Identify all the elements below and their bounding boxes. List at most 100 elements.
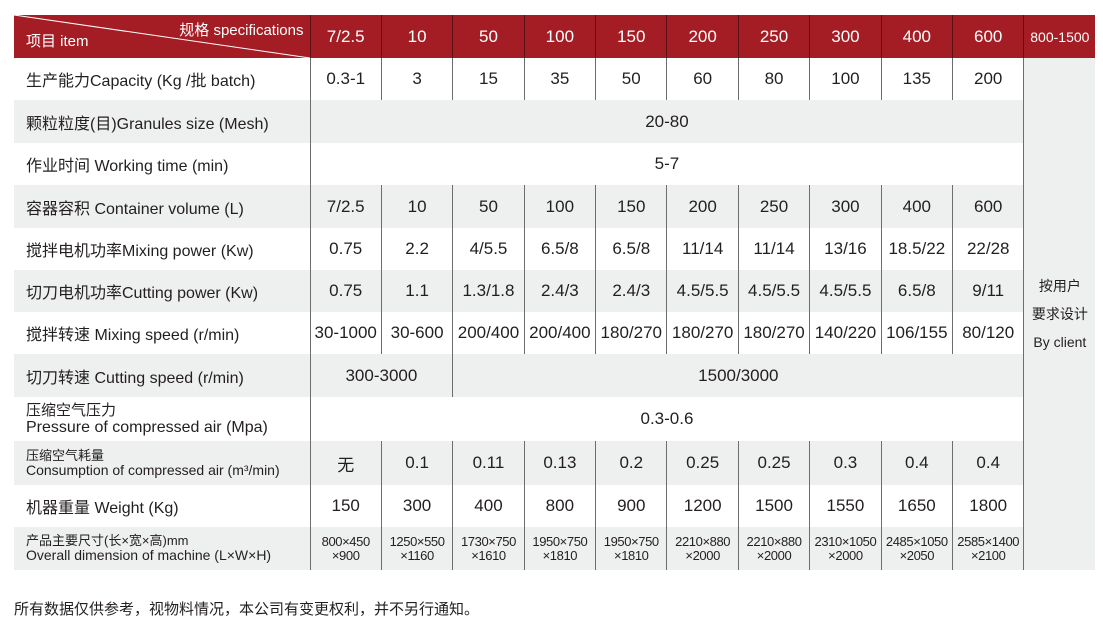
value-cell: 200 xyxy=(666,185,739,228)
value-cell: 1950×750 ×1810 xyxy=(595,527,667,570)
value-cell: 2210×880 ×2000 xyxy=(737,527,810,570)
custom-design-text: By client xyxy=(1033,334,1087,350)
value-cell: 0.11 xyxy=(452,441,525,485)
row-label: 切刀转速 Cutting speed (r/min) xyxy=(14,354,310,397)
row-label: 搅拌转速 Mixing speed (r/min) xyxy=(26,327,240,344)
value-cell: 0.13 xyxy=(523,441,596,485)
value-cell: 0.4 xyxy=(880,441,953,485)
value-cell: 无 xyxy=(309,441,382,485)
model-header: 150 xyxy=(595,15,667,58)
row-label-en: Overall dimension of machine (L×W×H) xyxy=(26,547,272,563)
value-cell: 1500 xyxy=(737,485,810,527)
model-header: 300 xyxy=(809,15,882,58)
value-cell: 200/400 xyxy=(523,312,596,354)
value-cell: 9/11 xyxy=(952,270,1024,312)
value-cell: 15 xyxy=(452,58,525,100)
spec-header-label: 规格 specifications xyxy=(179,22,304,39)
header-corner-cell: 规格 specifications 项目 item xyxy=(14,15,310,58)
value-cell: 900 xyxy=(595,485,667,527)
value-cell: 140/220 xyxy=(809,312,882,354)
model-header: 10 xyxy=(380,15,453,58)
table-row: 机器重量 Weight (Kg) 150 300 400 800 900 1200 1500 1… xyxy=(14,485,1095,527)
value-cell: 20-80 xyxy=(309,100,1024,143)
model-header: 50 xyxy=(452,15,525,58)
header-row: 规格 specifications 项目 item 7/2.5 10 50 100 15… xyxy=(14,15,1096,58)
value-cell: 1500/3000 xyxy=(452,354,1024,397)
value-cell: 150 xyxy=(309,485,382,527)
model-header: 200 xyxy=(666,15,739,58)
value-cell: 5-7 xyxy=(309,143,1024,185)
model-header: 100 xyxy=(523,15,596,58)
custom-design-text: 按用户 xyxy=(1038,278,1081,294)
table-row: 切刀转速 Cutting speed (r/min) 300-3000 1500/3… xyxy=(14,354,1095,397)
value-cell: 6.5/8 xyxy=(523,228,596,270)
footnote: 所有数据仅供参考，视物料情况，本公司有变更权利，并不另行通知。 xyxy=(14,601,480,618)
custom-design-cell: 按用户要求设计 By client xyxy=(1023,58,1096,570)
item-header-label: 项目 item xyxy=(26,33,89,50)
value-cell: 13/16 xyxy=(809,228,882,270)
value-cell: 11/14 xyxy=(737,228,810,270)
value-cell: 0.2 xyxy=(595,441,667,485)
value-cell: 0.25 xyxy=(737,441,810,485)
value-cell: 200 xyxy=(952,58,1024,100)
row-label-en: Pressure of compressed air (Mpa) xyxy=(26,418,268,436)
value-cell: 0.3-1 xyxy=(309,58,382,100)
value-cell: 30-600 xyxy=(380,312,453,354)
value-cell: 800×450 ×900 xyxy=(309,527,382,570)
value-cell: 1550 xyxy=(809,485,882,527)
value-cell: 180/270 xyxy=(666,312,739,354)
value-cell: 2485×1050 ×2050 xyxy=(880,527,953,570)
value-cell: 80/120 xyxy=(952,312,1024,354)
model-header: 400 xyxy=(880,15,953,58)
model-header: 250 xyxy=(737,15,810,58)
value-cell: 300-3000 xyxy=(309,354,453,397)
value-cell: 150 xyxy=(595,185,667,228)
value-cell: 4.5/5.5 xyxy=(809,270,882,312)
model-header: 600 xyxy=(952,15,1024,58)
table-row: 切刀电机功率Cutting power (Kw) 0.75 1.1 1.3/1.8 2.… xyxy=(14,270,1095,312)
value-cell: 6.5/8 xyxy=(595,228,667,270)
value-cell: 800 xyxy=(523,485,596,527)
value-cell: 18.5/22 xyxy=(880,228,953,270)
value-cell: 50 xyxy=(595,58,667,100)
value-cell: 180/270 xyxy=(737,312,810,354)
value-cell: 80 xyxy=(737,58,810,100)
value-cell: 3 xyxy=(380,58,453,100)
value-cell: 60 xyxy=(666,58,739,100)
value-cell: 2585×1400 ×2100 xyxy=(952,527,1024,570)
value-cell: 30-1000 xyxy=(309,312,382,354)
row-label: 生产能力Capacity (Kg /批 batch) xyxy=(26,73,256,90)
value-cell: 300 xyxy=(380,485,453,527)
table-row: 容器容积 Container volume (L) 7/2.5 10 50 100 150… xyxy=(14,185,1095,228)
value-cell: 600 xyxy=(952,185,1024,228)
value-cell: 100 xyxy=(809,58,882,100)
value-cell: 400 xyxy=(452,485,525,527)
value-cell: 7/2.5 xyxy=(309,185,382,228)
value-cell: 50 xyxy=(452,185,525,228)
value-cell: 22/28 xyxy=(952,228,1024,270)
value-cell: 1800 xyxy=(952,485,1024,527)
value-cell: 300 xyxy=(809,185,882,228)
table-row: 作业时间 Working time (min) 5-7 xyxy=(14,143,1095,185)
table-row: 压缩空气耗量 Consumption of compressed air (m³/… xyxy=(14,441,1095,485)
value-cell: 1.3/1.8 xyxy=(452,270,525,312)
value-cell: 106/155 xyxy=(880,312,953,354)
row-label: 作业时间 Working time (min) xyxy=(26,158,229,175)
value-cell: 1250×550 ×1160 xyxy=(380,527,453,570)
spec-table: 规格 specifications 项目 item 7/2.5 10 50 100 15… xyxy=(14,15,1096,570)
table-row: 搅拌转速 Mixing speed (r/min) 30-1000 30-600 20… xyxy=(14,312,1095,354)
value-cell: 0.3-0.6 xyxy=(309,397,1024,441)
row-label: 容器容积 Container volume (L) xyxy=(14,185,310,228)
row-label-en: Consumption of compressed air (m³/min) xyxy=(26,461,280,478)
value-cell: 35 xyxy=(523,58,596,100)
value-cell: 11/14 xyxy=(666,228,739,270)
value-cell: 4.5/5.5 xyxy=(666,270,739,312)
custom-design-text: 要求设计 xyxy=(1031,306,1088,322)
value-cell: 1650 xyxy=(880,485,953,527)
value-cell: 6.5/8 xyxy=(880,270,953,312)
value-cell: 4/5.5 xyxy=(452,228,525,270)
value-cell: 0.1 xyxy=(380,441,453,485)
table-row: 颗粒粒度(目)Granules size (Mesh) 20-80 xyxy=(14,100,1095,143)
row-label-cn: 压缩空气耗量 xyxy=(26,447,105,463)
value-cell: 0.75 xyxy=(309,228,382,270)
